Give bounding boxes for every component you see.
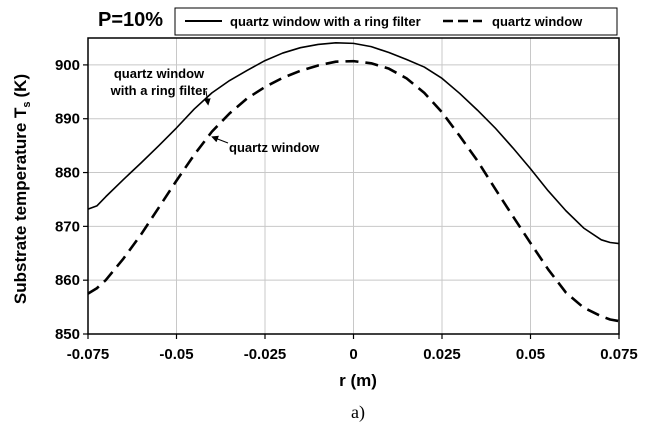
x-tick-label: 0.075 [600,346,638,363]
y-tick-label: 880 [55,165,80,182]
annotation-ring-filter-line1: quartz window [114,66,205,81]
y-tick-label: 850 [55,326,80,343]
annotation-ring-filter: quartz window with a ring filter [110,66,211,106]
x-tick-label: -0.075 [67,346,110,363]
panel-label: P=10% [98,9,163,31]
x-tick-label: 0 [349,346,357,363]
annotation-quartz-window-text: quartz window [229,140,320,155]
legend: quartz window with a ring filter quartz … [174,7,618,36]
annotation-ring-filter-line2: with a ring filter [110,83,208,98]
annotation-quartz-window: quartz window [211,135,320,155]
y-axis-title-subscript: s [21,101,33,107]
figure-caption: a) [351,402,365,423]
x-tick-label: 0.05 [516,346,545,363]
series-line-quartz-window [87,59,620,323]
annotation-ring-filter-arrow [203,90,211,106]
svg-text:Substrate temperature Ts(K): Substrate temperature Ts (K) [11,74,33,304]
legend-label-ring-filter: quartz window with a ring filter [230,14,421,29]
y-tick-label: 900 [55,57,80,74]
x-axis-title: r (m) [339,371,377,390]
y-tick-label: 890 [55,111,80,128]
series-layer [87,42,620,323]
x-tick-label: -0.025 [244,346,287,363]
legend-label-quartz-window: quartz window [492,14,583,29]
y-tick-label: 860 [55,272,80,289]
y-axis-title: Substrate temperature Ts (K) [11,74,33,304]
y-tick-label: 870 [55,218,80,235]
y-axis-title-unit: (K) [11,74,30,98]
legend-box [174,7,618,36]
annotation-quartz-window-arrow [211,135,229,144]
axis-ticks: 850 860 870 880 890 900 -0.075 -0.05 -0.025 0 0.02… [55,57,638,363]
x-tick-label: -0.05 [159,346,193,363]
y-axis-title-main: Substrate temperature T [11,107,30,304]
x-tick-label: 0.025 [423,346,461,363]
series-line-ring-filter [87,42,620,245]
